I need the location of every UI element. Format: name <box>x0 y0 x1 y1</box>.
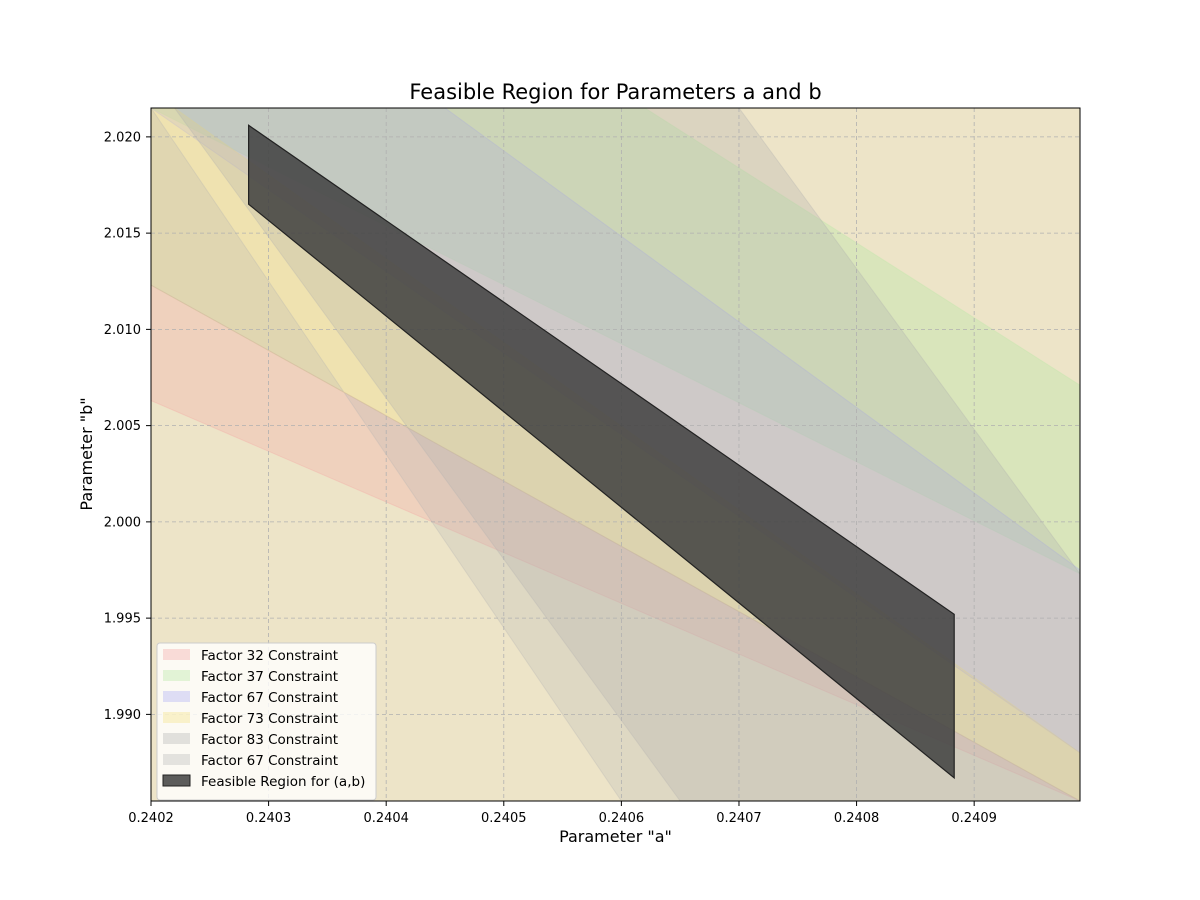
y-tick-label: 2.005 <box>104 419 141 434</box>
legend-swatch <box>163 754 190 765</box>
legend-label: Factor 73 Constraint <box>201 711 338 727</box>
x-tick-label: 0.2404 <box>363 811 409 826</box>
y-tick-label: 2.015 <box>104 227 141 242</box>
constraint-region-2 <box>151 108 1080 575</box>
chart-title: Feasible Region for Parameters a and b <box>409 80 821 104</box>
y-tick-label: 2.000 <box>104 515 141 530</box>
y-axis-ticks: 1.990 1.995 2.000 2.005 2.010 2.015 2.020 <box>104 130 151 723</box>
x-tick-label: 0.2402 <box>128 811 174 826</box>
legend-swatch <box>162 774 191 787</box>
legend-swatch <box>163 712 190 723</box>
y-tick-label: 2.020 <box>104 130 141 145</box>
legend-swatch <box>163 670 190 681</box>
legend-label: Factor 67 Constraint <box>201 753 338 769</box>
x-tick-label: 0.2405 <box>481 811 527 826</box>
legend-label: Factor 67 Constraint <box>201 690 338 706</box>
feasible-region <box>248 124 955 780</box>
x-axis-label: Parameter "a" <box>559 827 672 846</box>
x-tick-label: 0.2408 <box>834 811 880 826</box>
legend-swatch <box>163 691 190 702</box>
x-tick-label: 0.2406 <box>599 811 645 826</box>
legend-box <box>156 642 377 801</box>
y-axis-label: Parameter "b" <box>77 397 96 510</box>
y-tick-label: 1.990 <box>104 708 141 723</box>
feasible-region-layer <box>248 124 955 780</box>
y-tick-label: 1.995 <box>104 612 141 627</box>
x-tick-label: 0.2409 <box>951 811 997 826</box>
legend: Factor 32 Constraint Factor 37 Constraint… <box>156 642 377 801</box>
legend-label: Factor 37 Constraint <box>201 669 338 685</box>
x-tick-label: 0.2403 <box>246 811 292 826</box>
legend-label: Factor 32 Constraint <box>201 648 338 664</box>
legend-swatch <box>163 649 190 660</box>
legend-swatch <box>163 733 190 744</box>
legend-label: Feasible Region for (a,b) <box>201 774 365 790</box>
y-tick-label: 2.010 <box>104 323 141 338</box>
legend-label: Factor 83 Constraint <box>201 732 338 748</box>
x-tick-label: 0.2407 <box>716 811 762 826</box>
x-axis-ticks: 0.2402 0.2403 0.2404 0.2405 0.2406 0.2407 0.24… <box>128 801 997 826</box>
plot-frame <box>150 107 1081 802</box>
